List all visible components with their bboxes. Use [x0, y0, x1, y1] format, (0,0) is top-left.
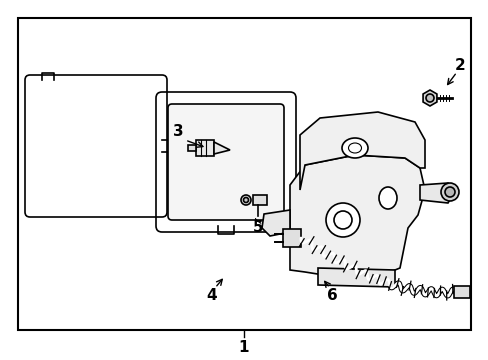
Text: 3: 3	[172, 125, 183, 139]
Ellipse shape	[378, 187, 396, 209]
Circle shape	[425, 94, 433, 102]
Circle shape	[444, 187, 454, 197]
Polygon shape	[317, 268, 394, 287]
Polygon shape	[289, 155, 424, 278]
Circle shape	[241, 195, 250, 205]
Polygon shape	[299, 112, 424, 190]
Polygon shape	[252, 195, 266, 205]
Text: 5: 5	[252, 220, 263, 235]
Polygon shape	[453, 286, 469, 298]
Polygon shape	[214, 142, 229, 154]
Text: 4: 4	[206, 288, 217, 302]
Polygon shape	[196, 140, 214, 156]
Polygon shape	[283, 229, 301, 247]
Circle shape	[440, 183, 458, 201]
Ellipse shape	[341, 138, 367, 158]
Polygon shape	[262, 210, 289, 236]
Text: 2: 2	[454, 58, 465, 72]
Polygon shape	[419, 183, 453, 203]
Polygon shape	[422, 90, 436, 106]
Circle shape	[243, 198, 248, 202]
Text: 6: 6	[326, 288, 337, 302]
Text: 1: 1	[238, 341, 249, 356]
FancyBboxPatch shape	[168, 104, 284, 220]
Circle shape	[325, 203, 359, 237]
Polygon shape	[187, 145, 196, 151]
